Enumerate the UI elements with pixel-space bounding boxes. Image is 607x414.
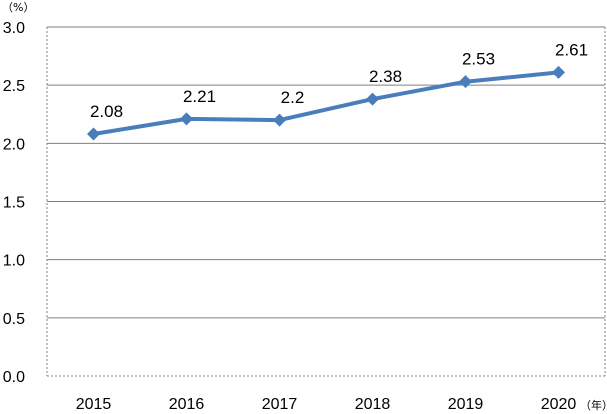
y-tick-label: 1.5 bbox=[3, 195, 25, 212]
data-label: 2.38 bbox=[369, 67, 402, 86]
data-label: 2.21 bbox=[183, 87, 216, 106]
gridlines bbox=[46, 26, 606, 377]
data-point-marker bbox=[552, 65, 565, 79]
data-label: 2.2 bbox=[281, 88, 305, 107]
y-tick-label: 1.0 bbox=[3, 253, 25, 270]
y-tick-label: 2.5 bbox=[3, 78, 25, 95]
data-point-marker bbox=[459, 75, 472, 89]
data-label: 2.53 bbox=[462, 50, 495, 69]
x-axis-ticks: 2015 2016 2017 2018 2019 2020 bbox=[76, 396, 577, 413]
data-label: 2.08 bbox=[90, 102, 123, 121]
y-tick-label: 3.0 bbox=[3, 20, 25, 37]
y-tick-label: 2.0 bbox=[3, 136, 25, 153]
x-tick-label: 2020 bbox=[541, 396, 577, 413]
data-point-marker bbox=[273, 113, 286, 127]
data-label: 2.61 bbox=[555, 40, 588, 59]
x-tick-label: 2019 bbox=[448, 396, 484, 413]
y-tick-label: 0.0 bbox=[3, 369, 25, 386]
x-axis-unit: （年） bbox=[580, 398, 607, 412]
x-tick-label: 2016 bbox=[169, 396, 205, 413]
data-point-marker bbox=[366, 92, 379, 106]
x-tick-label: 2015 bbox=[76, 396, 112, 413]
series-layer bbox=[87, 65, 565, 141]
series-line bbox=[91, 70, 561, 136]
x-tick-label: 2018 bbox=[355, 396, 391, 413]
y-axis-ticks: 0.0 0.5 1.0 1.5 2.0 2.5 3.0 bbox=[3, 20, 25, 386]
data-point-marker bbox=[87, 127, 100, 141]
y-tick-label: 0.5 bbox=[3, 311, 25, 328]
y-axis-unit: （%） bbox=[2, 1, 34, 14]
data-labels: 2.08 2.21 2.2 2.38 2.53 2.61 bbox=[90, 40, 588, 121]
x-tick-label: 2017 bbox=[262, 396, 298, 413]
data-point-marker bbox=[180, 112, 193, 126]
